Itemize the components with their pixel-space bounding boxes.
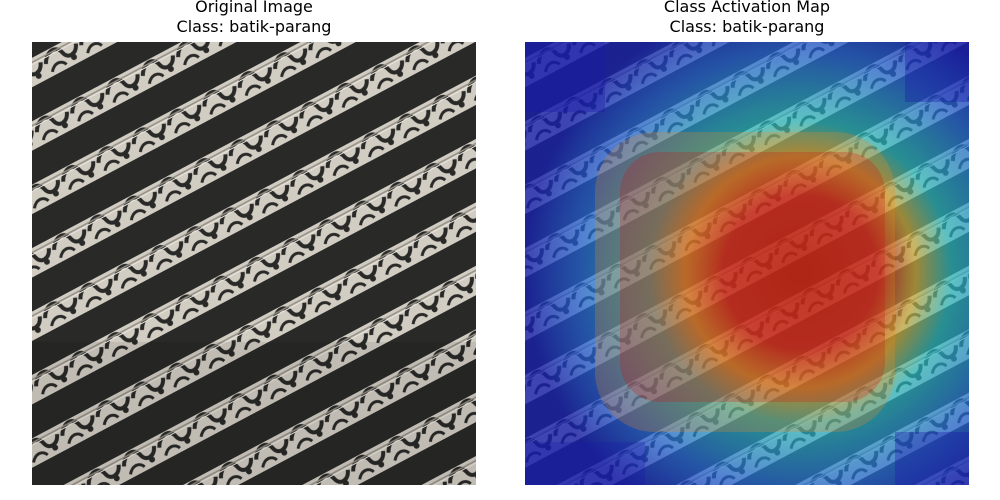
original-image — [32, 42, 476, 485]
original-image-panel: Original Image Class: batik-parang — [32, 0, 476, 500]
original-image-class-label: Class: batik-parang — [176, 17, 332, 36]
cam-title-line1: Class Activation Map — [663, 0, 831, 16]
original-image-title: Original Image Class: batik-parang — [32, 0, 476, 37]
class-activation-map-image — [525, 42, 969, 485]
original-image-title-line1: Original Image — [195, 0, 313, 16]
cam-panel: Class Activation Map Class: batik-parang — [525, 0, 969, 500]
cam-title: Class Activation Map Class: batik-parang — [525, 0, 969, 37]
cam-class-label: Class: batik-parang — [669, 17, 825, 36]
